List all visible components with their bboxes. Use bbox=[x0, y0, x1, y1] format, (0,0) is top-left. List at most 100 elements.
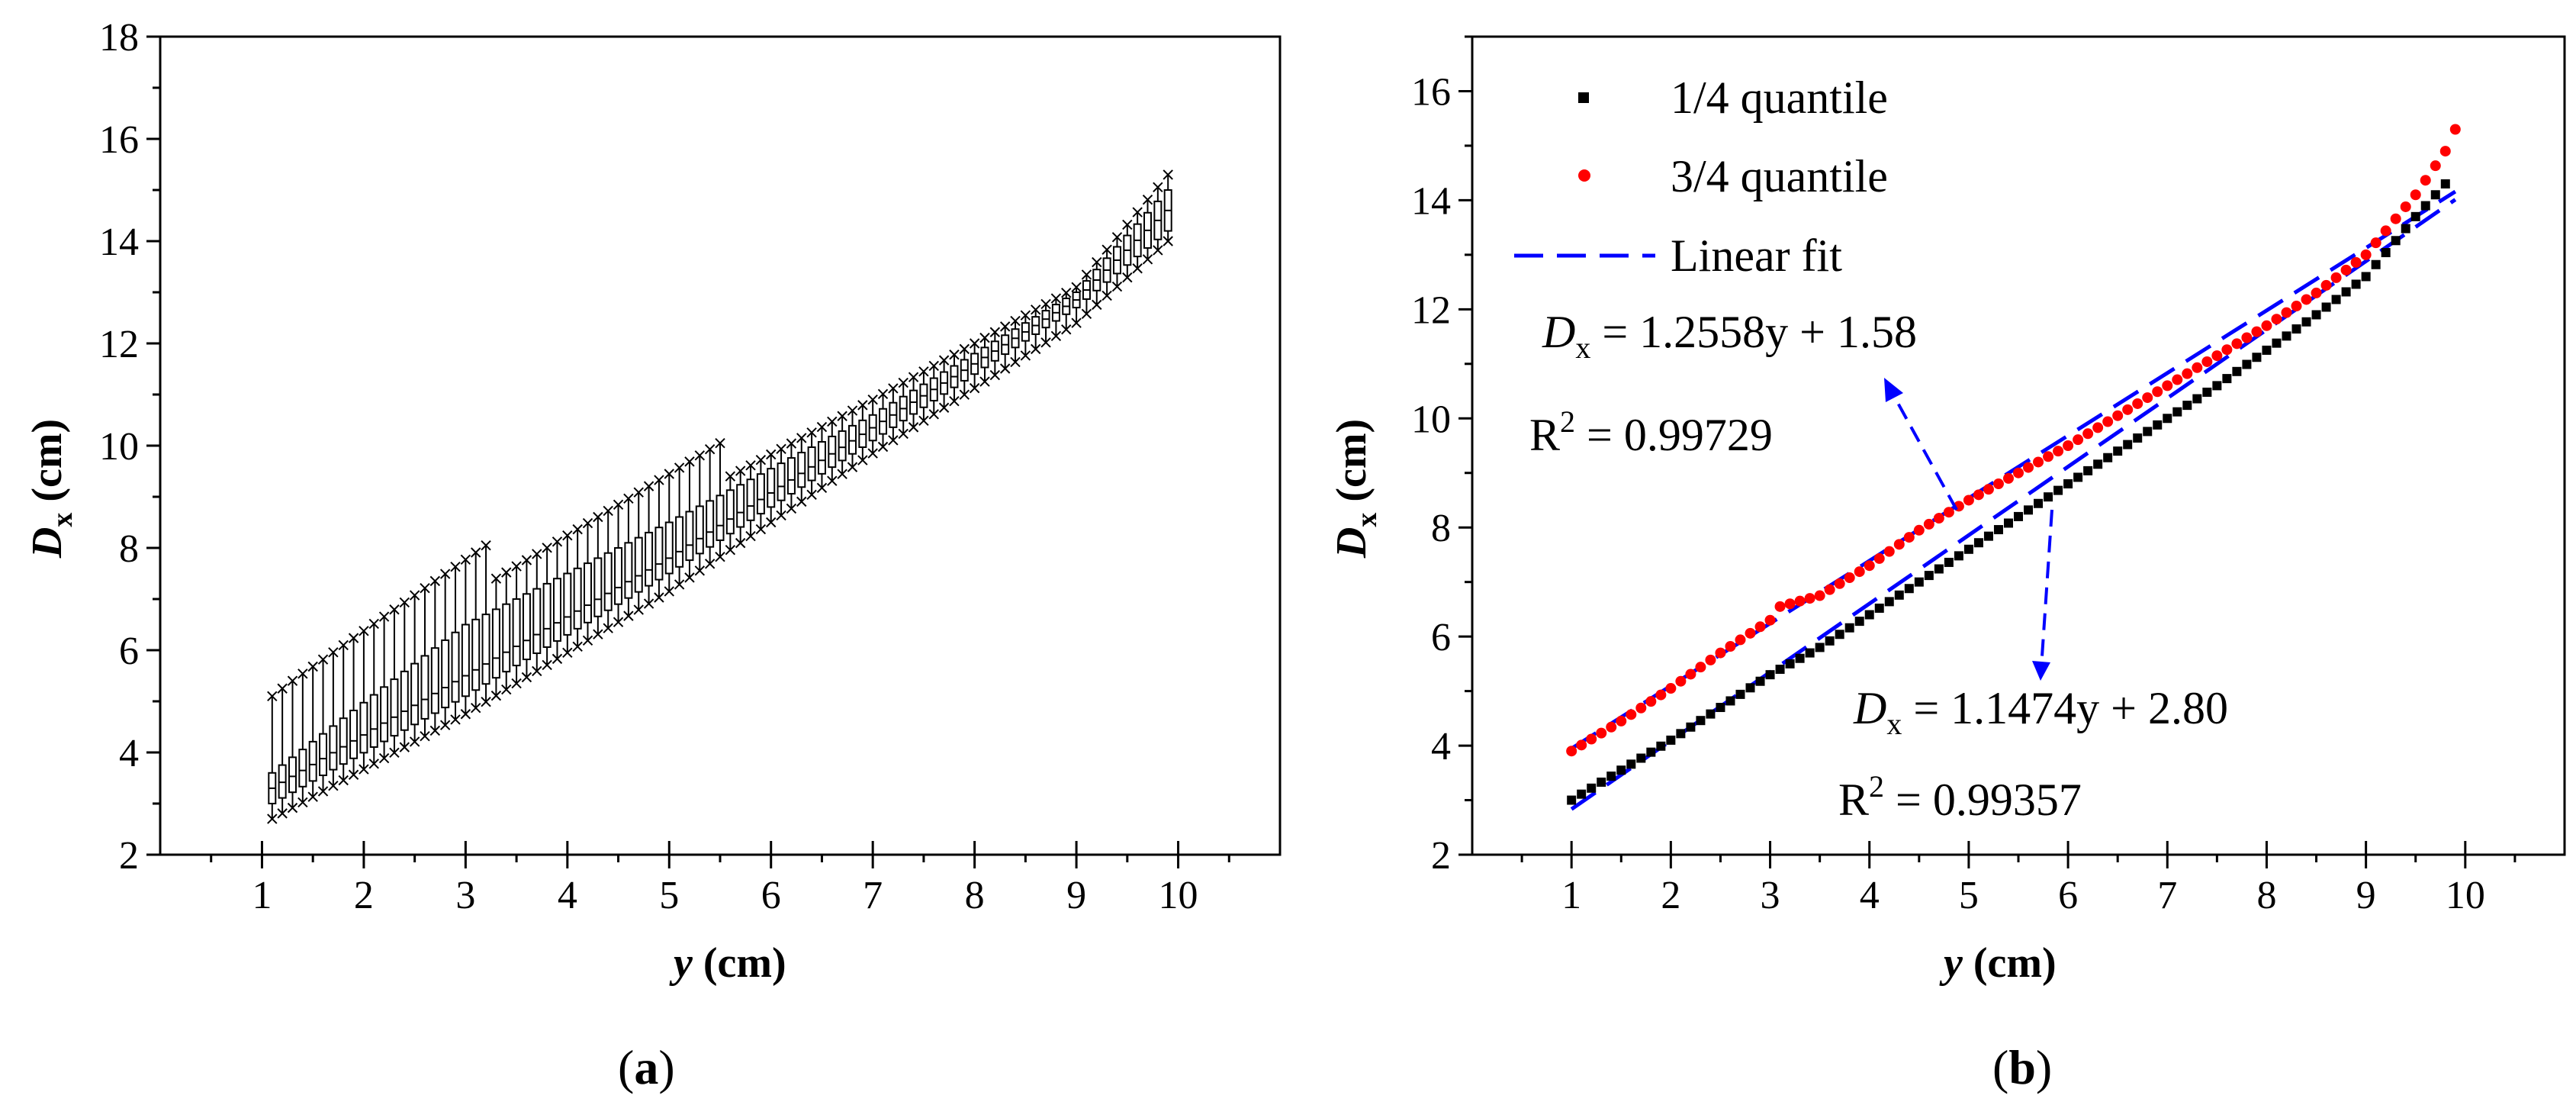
q1-point bbox=[2401, 224, 2410, 234]
box-max-marker bbox=[603, 505, 613, 517]
q3-point bbox=[2102, 416, 2114, 427]
box-iqr bbox=[817, 440, 826, 475]
box-max-marker bbox=[521, 555, 532, 565]
box-iqr bbox=[461, 623, 470, 697]
box-max-marker bbox=[735, 466, 746, 476]
box-min-marker bbox=[582, 635, 593, 646]
q3-point bbox=[2311, 287, 2322, 298]
q1-point bbox=[2361, 272, 2371, 282]
q1-point bbox=[2093, 459, 2103, 469]
box-min-marker bbox=[837, 469, 847, 479]
box-iqr bbox=[756, 473, 765, 515]
q1-point bbox=[1983, 531, 1993, 541]
q3-point bbox=[2092, 422, 2104, 433]
box-max-marker bbox=[582, 517, 593, 529]
x-tick-label: 3 bbox=[1761, 874, 1780, 917]
box-iqr bbox=[706, 500, 715, 548]
q1-point bbox=[1973, 538, 1983, 548]
box-iqr bbox=[380, 686, 389, 743]
q1-point bbox=[2222, 374, 2232, 384]
q3-point bbox=[2023, 462, 2034, 473]
box-min-marker bbox=[1132, 263, 1143, 274]
box-max-marker bbox=[572, 524, 583, 535]
box-min-marker bbox=[684, 572, 695, 583]
box-iqr bbox=[349, 709, 359, 759]
q3-point bbox=[1685, 668, 1696, 680]
q3-point bbox=[2340, 264, 2352, 275]
q1-point bbox=[1795, 653, 1805, 663]
box-max-marker bbox=[847, 405, 858, 416]
box-iqr bbox=[359, 701, 368, 754]
box-max-marker bbox=[1050, 293, 1062, 304]
q1-point bbox=[2420, 201, 2430, 211]
q3-point bbox=[1943, 507, 1954, 518]
box-iqr bbox=[430, 647, 439, 714]
box-min-marker bbox=[674, 579, 685, 590]
q1-point bbox=[1636, 753, 1646, 763]
x-tick-label: 8 bbox=[2256, 874, 2276, 917]
box-iqr bbox=[838, 430, 847, 462]
x-tick-label: 7 bbox=[2157, 874, 2177, 917]
q1-point bbox=[1954, 551, 1963, 561]
box-max-marker bbox=[786, 438, 797, 449]
box-max-marker bbox=[837, 411, 847, 421]
q1-point bbox=[1844, 623, 1854, 633]
arrow-to-eq-q3 bbox=[1889, 388, 1958, 511]
box-max-marker bbox=[867, 394, 878, 405]
box-iqr bbox=[675, 516, 684, 568]
box-max-marker bbox=[1163, 169, 1173, 180]
box-min-marker bbox=[715, 552, 725, 562]
q1-point bbox=[1904, 584, 1914, 594]
box-min-marker bbox=[1020, 350, 1031, 361]
box-min-marker bbox=[847, 462, 858, 472]
q3-point bbox=[1794, 595, 1806, 607]
q1-point bbox=[2371, 259, 2381, 269]
box-max-marker bbox=[562, 530, 573, 541]
box-max-marker bbox=[409, 590, 420, 601]
box-max-marker bbox=[1081, 269, 1092, 280]
box-min-marker bbox=[806, 489, 817, 501]
q3-point bbox=[2231, 338, 2243, 350]
q1-point bbox=[1775, 665, 1785, 675]
box-iqr bbox=[329, 725, 338, 771]
box-min-marker bbox=[287, 802, 298, 813]
box-min-marker bbox=[755, 524, 767, 535]
q3-point bbox=[2132, 398, 2143, 409]
box-max-marker bbox=[969, 338, 980, 349]
box-max-marker bbox=[1010, 315, 1021, 327]
box-max-marker bbox=[755, 454, 767, 466]
box-max-marker bbox=[368, 618, 379, 630]
q3-point bbox=[2142, 392, 2153, 404]
box-min-marker bbox=[776, 510, 786, 521]
box-iqr bbox=[645, 531, 654, 587]
panel-b-ylabel: Dx (cm) bbox=[1328, 419, 1383, 559]
q1-point bbox=[1874, 603, 1884, 613]
q3-point bbox=[2073, 434, 2084, 446]
q1-point bbox=[1716, 703, 1725, 713]
x-tick-label: 10 bbox=[2446, 874, 2485, 917]
box-min-marker bbox=[521, 672, 532, 683]
box-min-marker bbox=[420, 730, 430, 742]
box-iqr bbox=[278, 764, 287, 799]
q1-point bbox=[1646, 747, 1656, 757]
q1-point bbox=[1567, 795, 1577, 805]
box-iqr bbox=[491, 608, 500, 679]
q3-point bbox=[1596, 727, 1607, 739]
y-tick-label: 12 bbox=[99, 323, 139, 366]
box-min-marker bbox=[297, 797, 308, 808]
box-min-marker bbox=[542, 659, 552, 671]
box-max-marker bbox=[959, 343, 970, 355]
box-min-marker bbox=[867, 448, 878, 459]
box-min-marker bbox=[511, 678, 522, 689]
box-min-marker bbox=[725, 544, 736, 556]
q3-point bbox=[1933, 513, 1944, 524]
box-max-marker bbox=[654, 475, 664, 485]
box-iqr bbox=[777, 462, 786, 501]
q1-point bbox=[2172, 407, 2182, 417]
box-iqr bbox=[786, 457, 796, 495]
panel-b-legend: 1/4 quantile 3/4 quantile Linear fit bbox=[1514, 72, 1888, 281]
q3-point bbox=[1635, 702, 1647, 714]
box-max-marker bbox=[471, 547, 481, 558]
fit-equation-q3: Dx = 1.2558y + 1.58 bbox=[1542, 307, 1917, 365]
q3-point bbox=[2221, 344, 2233, 356]
